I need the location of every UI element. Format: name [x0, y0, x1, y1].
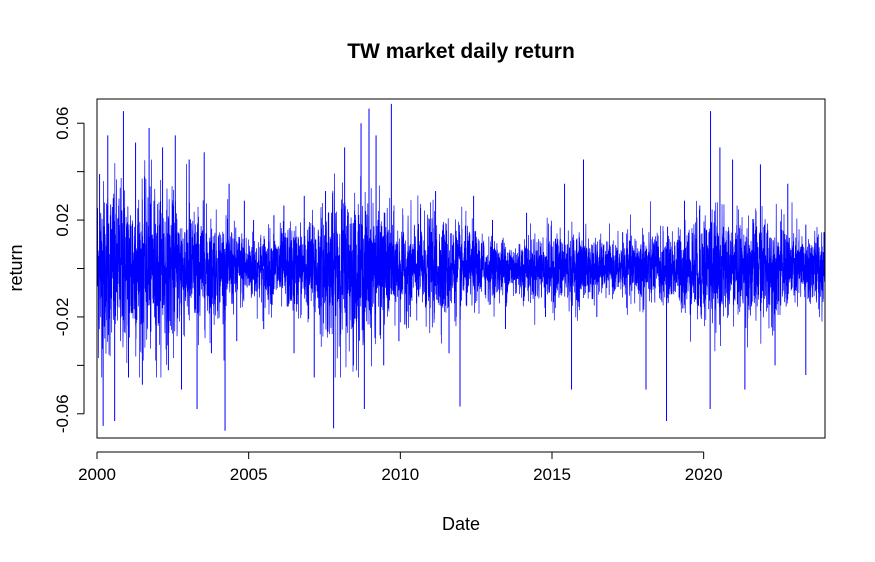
- x-axis-label: Date: [442, 514, 480, 534]
- chart-title: TW market daily return: [347, 40, 575, 63]
- plot-frame: [96, 98, 826, 439]
- y-axis-label: return: [6, 244, 26, 291]
- x-tick-label: 2015: [533, 465, 571, 484]
- y-tick-label: 0.02: [53, 204, 72, 237]
- y-axis: -0.06 -0.02 0.02 0.06: [53, 107, 85, 433]
- x-tick-label: 2020: [685, 465, 723, 484]
- x-tick-label: 2005: [230, 465, 268, 484]
- x-tick-label: 2000: [78, 465, 116, 484]
- y-tick-label: -0.06: [53, 394, 72, 433]
- y-tick-label: -0.02: [53, 298, 72, 337]
- return-series-line: [96, 159, 826, 378]
- x-tick-label: 2010: [381, 465, 419, 484]
- y-tick-label: 0.06: [53, 107, 72, 140]
- x-axis: 2000 2005 2010 2015 2020: [78, 451, 723, 484]
- data-layer: [96, 103, 826, 431]
